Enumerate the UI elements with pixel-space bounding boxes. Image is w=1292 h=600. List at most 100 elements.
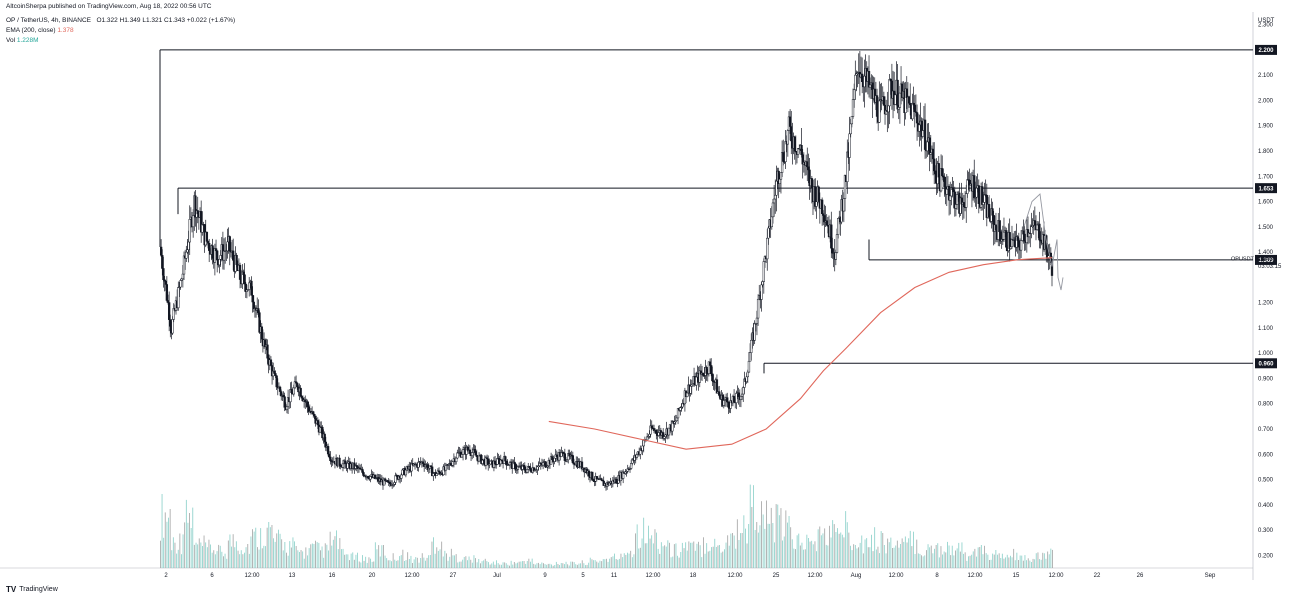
volume-bar <box>452 555 454 568</box>
volume-bar <box>344 554 346 568</box>
volume-bar <box>843 537 845 568</box>
volume-bar <box>757 532 759 568</box>
candle-body <box>820 199 824 214</box>
volume-bar <box>725 542 727 568</box>
volume-bar <box>922 556 924 568</box>
candle-body <box>655 429 658 434</box>
volume-bar <box>585 565 586 568</box>
candle-body <box>945 188 948 195</box>
candle-body <box>878 100 881 123</box>
volume-bar <box>206 547 208 568</box>
volume-bar <box>987 554 989 568</box>
volume-bar <box>446 553 447 568</box>
volume-bar <box>848 532 850 568</box>
volume-bar <box>184 522 186 568</box>
volume-bar <box>185 499 187 568</box>
volume-bar <box>315 540 316 568</box>
volume-bar <box>395 560 397 568</box>
candle-body <box>726 397 729 403</box>
volume-bar <box>310 544 312 568</box>
volume-bar <box>467 560 468 568</box>
volume-bar <box>1040 559 1042 568</box>
ema-200-line <box>548 257 1053 450</box>
volume-bar <box>862 553 864 568</box>
candle-body <box>775 180 778 196</box>
volume-bar <box>402 549 404 568</box>
volume-bar <box>1001 553 1003 568</box>
volume-bar <box>505 563 507 568</box>
y-tick-label: 1.000 <box>1258 351 1274 357</box>
candle-body <box>269 359 273 366</box>
y-tick-label: 2.000 <box>1258 98 1274 104</box>
volume-bar <box>278 529 279 568</box>
time-axis[interactable]: 2 6 12:00 13 16 20 12:00 27 Jul 9 5 11 12:00 18 12:00 2… <box>164 573 1216 579</box>
volume-bar <box>316 542 318 568</box>
candle-body <box>887 105 890 113</box>
volume-bar <box>618 558 620 568</box>
volume-bar <box>460 561 462 568</box>
x-tick-label: Sep <box>1205 573 1216 579</box>
volume-bar <box>772 523 774 568</box>
volume-bar <box>1045 558 1047 568</box>
candle-body <box>1008 232 1011 249</box>
candle-body <box>218 258 221 266</box>
volume-bar <box>602 559 604 568</box>
ema-label[interactable]: EMA (200, close) <box>6 27 56 34</box>
y-tick-label: 0.500 <box>1258 478 1274 484</box>
candle-body <box>869 84 872 88</box>
volume-bar <box>803 549 804 568</box>
volume-bar <box>526 561 528 568</box>
volume-bar <box>875 549 877 568</box>
volume-bar <box>916 539 918 568</box>
candle-body <box>991 208 994 216</box>
volume-bar <box>917 553 919 568</box>
volume-bar <box>513 562 515 568</box>
y-tick-label: 0.200 <box>1258 553 1274 559</box>
volume-bar <box>636 524 638 568</box>
volume-bar <box>538 562 539 568</box>
candle-body <box>912 102 915 106</box>
volume-bar <box>648 525 649 568</box>
volume-bar <box>323 557 325 568</box>
candle-body <box>211 245 214 259</box>
candle-body <box>784 141 787 163</box>
volume-bar <box>394 559 396 568</box>
volume-bar <box>778 515 780 568</box>
volume-bar <box>955 550 956 568</box>
volume-bar <box>465 556 467 568</box>
publisher-line: AltcoinSherpa published on TradingView.c… <box>6 3 212 10</box>
volume-bar <box>968 556 969 568</box>
candle-body <box>341 463 345 468</box>
candle-body <box>641 445 644 451</box>
volume-bar <box>324 543 326 568</box>
vol-label[interactable]: Vol <box>6 37 16 44</box>
volume-bar <box>252 529 253 568</box>
candle-body <box>493 460 497 465</box>
candle-body <box>718 391 721 396</box>
candle-body <box>228 236 231 252</box>
candle-body <box>523 466 526 471</box>
volume-bar <box>404 561 405 568</box>
volume-bar <box>822 533 824 568</box>
candle-body <box>553 457 556 462</box>
symbol-text[interactable]: OP / TetherUS, 4h, BINANCE <box>6 17 92 24</box>
candle-body <box>179 280 182 288</box>
candle-body <box>161 255 164 269</box>
y-tick-label: 0.600 <box>1258 452 1274 458</box>
volume-bar <box>307 555 308 568</box>
volume-bar <box>989 560 990 568</box>
volume-bar <box>743 515 745 568</box>
candle-body <box>727 401 730 408</box>
volume-bar <box>879 553 880 568</box>
volume-bar <box>898 547 900 568</box>
volume-bar <box>1034 559 1036 568</box>
candle-body <box>977 185 980 204</box>
volume-bar <box>232 534 234 568</box>
candle-body <box>705 367 708 374</box>
candle-body <box>915 112 919 124</box>
volume-bar <box>896 540 898 568</box>
volume-bar <box>1013 548 1015 568</box>
volume-bar <box>428 555 430 568</box>
